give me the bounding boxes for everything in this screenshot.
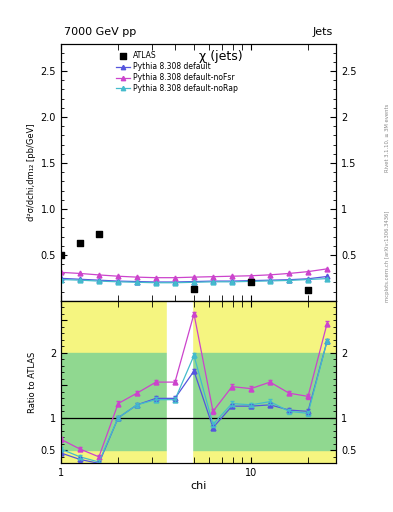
Pythia 8.308 default <box>230 278 234 284</box>
Pythia 8.308 default-noFsr <box>249 273 253 279</box>
ATLAS <box>77 239 83 247</box>
Pythia 8.308 default-noRap <box>78 277 83 283</box>
Pythia 8.308 default-noFsr <box>134 274 139 280</box>
Pythia 8.308 default-noFsr <box>173 274 177 281</box>
Line: Pythia 8.308 default: Pythia 8.308 default <box>59 274 329 285</box>
Pythia 8.308 default <box>249 278 253 284</box>
Text: 7000 GeV pp: 7000 GeV pp <box>64 27 136 37</box>
Bar <box>167 301 192 463</box>
Pythia 8.308 default-noFsr <box>286 270 291 276</box>
Line: Pythia 8.308 default-noRap: Pythia 8.308 default-noRap <box>59 276 329 285</box>
Pythia 8.308 default-noRap <box>59 276 63 283</box>
Bar <box>61 301 336 463</box>
Bar <box>61 353 336 451</box>
Pythia 8.308 default-noFsr <box>325 266 329 272</box>
Pythia 8.308 default-noFsr <box>230 273 234 279</box>
ATLAS <box>248 278 254 286</box>
Pythia 8.308 default <box>306 276 310 282</box>
Pythia 8.308 default-noFsr <box>306 269 310 275</box>
ATLAS <box>305 286 311 294</box>
Pythia 8.308 default-noRap <box>249 279 253 285</box>
Pythia 8.308 default <box>211 278 215 284</box>
Pythia 8.308 default-noFsr <box>211 273 215 280</box>
X-axis label: chi: chi <box>190 481 207 491</box>
Y-axis label: Ratio to ATLAS: Ratio to ATLAS <box>28 351 37 413</box>
Pythia 8.308 default-noRap <box>325 275 329 282</box>
Pythia 8.308 default <box>154 279 158 285</box>
Pythia 8.308 default-noFsr <box>192 274 196 280</box>
Pythia 8.308 default-noRap <box>306 276 310 283</box>
Pythia 8.308 default-noRap <box>116 279 121 285</box>
Pythia 8.308 default-noFsr <box>268 272 272 278</box>
Pythia 8.308 default-noFsr <box>116 273 121 279</box>
Pythia 8.308 default-noRap <box>268 278 272 284</box>
Pythia 8.308 default <box>134 279 139 285</box>
Pythia 8.308 default <box>173 279 177 285</box>
ATLAS <box>58 251 64 259</box>
ATLAS <box>96 230 102 238</box>
Pythia 8.308 default-noFsr <box>97 272 101 278</box>
Text: mcplots.cern.ch [arXiv:1306.3436]: mcplots.cern.ch [arXiv:1306.3436] <box>385 210 390 302</box>
Pythia 8.308 default <box>268 277 272 283</box>
Pythia 8.308 default <box>59 275 63 282</box>
Y-axis label: d²σ/dchi,dm₁₂ [pb/GeV]: d²σ/dchi,dm₁₂ [pb/GeV] <box>28 123 37 221</box>
Text: Jets: Jets <box>313 27 333 37</box>
Pythia 8.308 default <box>97 277 101 283</box>
Pythia 8.308 default-noRap <box>173 280 177 286</box>
Pythia 8.308 default <box>192 279 196 285</box>
Pythia 8.308 default-noFsr <box>154 274 158 281</box>
Pythia 8.308 default-noFsr <box>59 269 63 275</box>
Pythia 8.308 default-noRap <box>97 278 101 284</box>
Pythia 8.308 default <box>116 278 121 284</box>
Pythia 8.308 default <box>78 276 83 282</box>
Pythia 8.308 default <box>325 273 329 280</box>
Pythia 8.308 default-noRap <box>154 280 158 286</box>
Line: Pythia 8.308 default-noFsr: Pythia 8.308 default-noFsr <box>59 266 329 280</box>
ATLAS <box>191 285 197 293</box>
Legend: ATLAS, Pythia 8.308 default, Pythia 8.308 default-noFsr, Pythia 8.308 default-no: ATLAS, Pythia 8.308 default, Pythia 8.30… <box>114 50 239 95</box>
Text: Rivet 3.1.10, ≥ 3M events: Rivet 3.1.10, ≥ 3M events <box>385 104 390 173</box>
Pythia 8.308 default-noRap <box>211 279 215 285</box>
Pythia 8.308 default-noRap <box>230 279 234 285</box>
Pythia 8.308 default-noRap <box>134 279 139 285</box>
Pythia 8.308 default-noFsr <box>78 270 83 276</box>
Pythia 8.308 default-noRap <box>192 279 196 285</box>
Pythia 8.308 default <box>286 276 291 283</box>
Text: χ (jets): χ (jets) <box>198 50 242 63</box>
Pythia 8.308 default-noRap <box>286 278 291 284</box>
